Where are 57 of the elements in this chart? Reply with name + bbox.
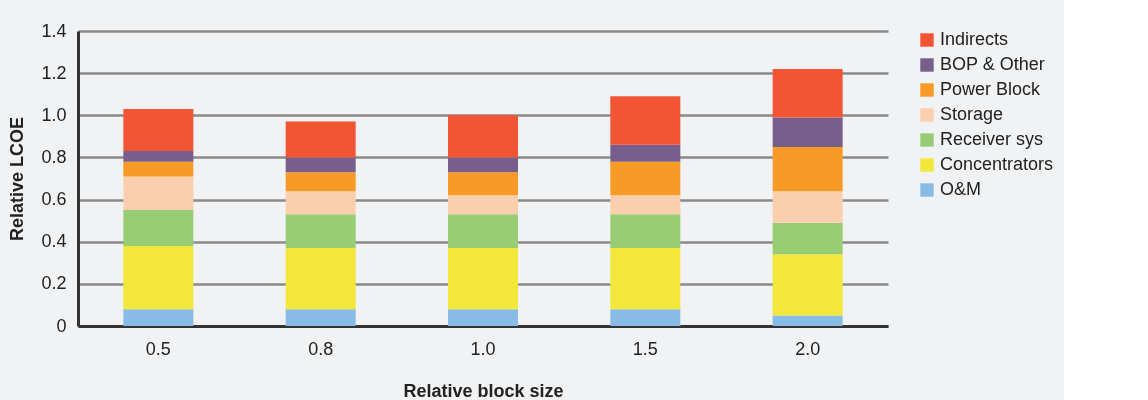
y-tick-label: 1.2	[41, 62, 67, 83]
y-tick-label: 0.4	[41, 231, 67, 252]
bar	[123, 210, 194, 246]
bar	[285, 214, 356, 249]
bar	[610, 96, 681, 145]
bar	[772, 315, 843, 326]
bar	[772, 254, 843, 316]
bar	[285, 309, 356, 326]
bar	[610, 161, 681, 196]
bar	[285, 157, 356, 173]
y-tick-label: 0.8	[41, 146, 67, 167]
bar	[448, 157, 518, 173]
bar	[123, 108, 194, 152]
bar	[610, 248, 681, 310]
bar	[610, 195, 681, 215]
bar	[448, 172, 518, 196]
bar	[123, 151, 194, 162]
legend-label: Concentrators	[940, 154, 1054, 174]
x-tick-label: 0.8	[308, 338, 334, 359]
bar	[772, 117, 843, 147]
y-axis-title: Relative LCOE	[7, 116, 28, 242]
legend-label: O&M	[940, 179, 982, 199]
bar	[448, 195, 518, 215]
y-tick-label: 1.4	[41, 20, 67, 41]
bar	[123, 161, 194, 177]
y-tick-label: 0.2	[41, 273, 67, 294]
legend-label: BOP & Other	[940, 54, 1045, 74]
bar	[448, 115, 518, 158]
bar	[448, 214, 518, 249]
x-tick-label: 1.0	[470, 338, 496, 359]
bar	[285, 191, 356, 215]
y-tick-label: 1.0	[41, 104, 67, 125]
bar	[285, 121, 356, 158]
bar	[772, 222, 843, 255]
bar	[610, 144, 681, 162]
bar	[123, 245, 194, 310]
bar	[772, 146, 843, 192]
bar	[285, 172, 356, 192]
bar	[285, 248, 356, 310]
legend-label: Power Block	[940, 79, 1042, 99]
x-axis-title: Relative block size	[403, 380, 564, 400]
bar	[610, 214, 681, 249]
bar	[123, 309, 194, 326]
y-tick-label: 0	[56, 315, 67, 336]
bar	[448, 248, 518, 310]
x-tick-label: 1.5	[632, 338, 658, 359]
legend-label: Storage	[940, 104, 1004, 124]
bar	[448, 309, 518, 326]
x-tick-label: 0.5	[145, 338, 171, 359]
legend-label: Receiver sys	[940, 129, 1044, 149]
bar	[123, 176, 194, 211]
y-tick-label: 0.6	[41, 189, 67, 210]
bar	[772, 68, 843, 118]
bar	[772, 191, 843, 223]
legend-label: Indirects	[940, 29, 1009, 49]
bar	[610, 309, 681, 326]
x-tick-label: 2.0	[795, 338, 821, 359]
